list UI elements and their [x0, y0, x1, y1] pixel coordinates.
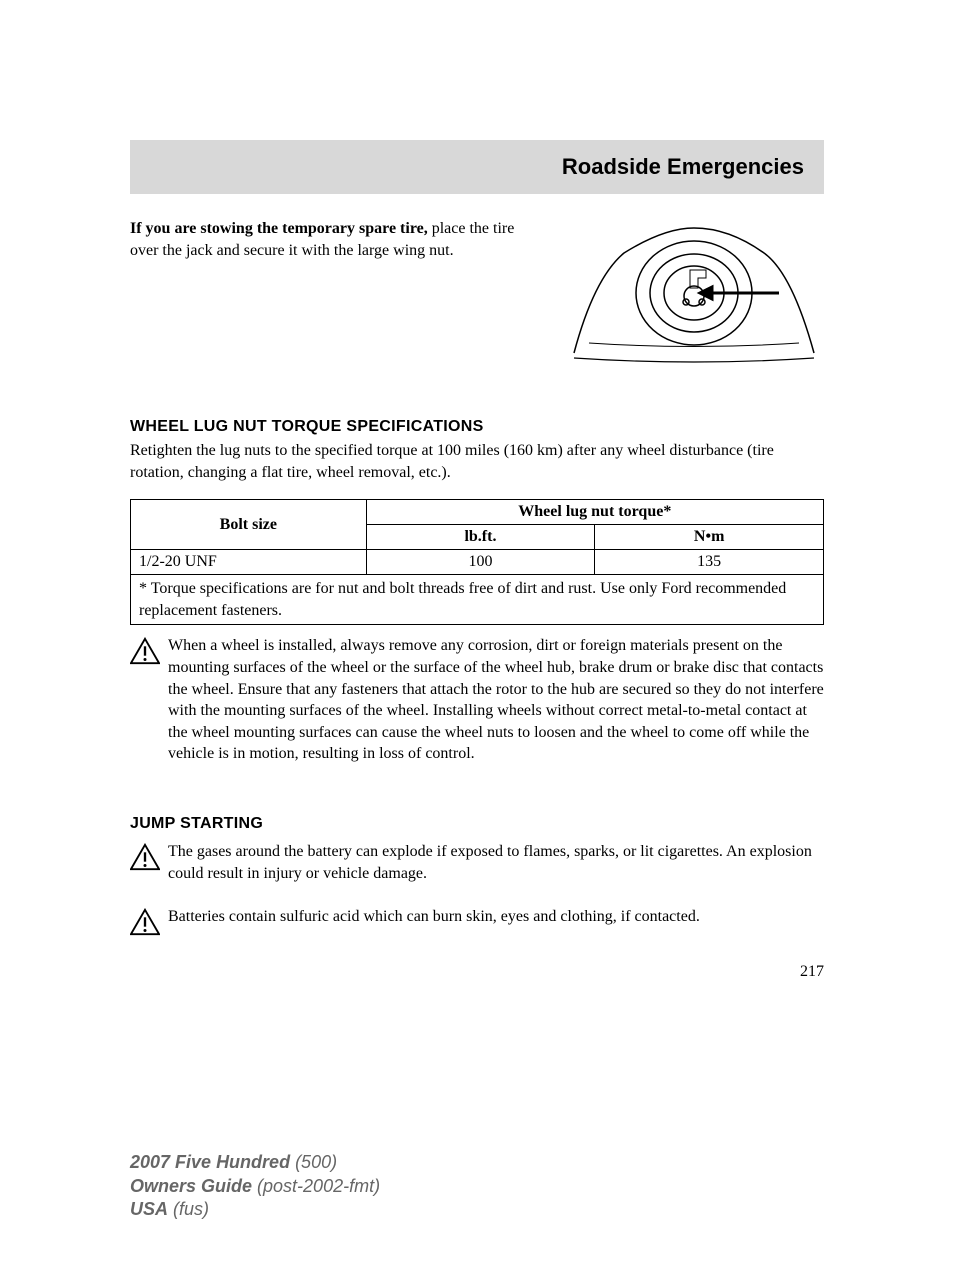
footer-bold: 2007 Five Hundred	[130, 1152, 290, 1172]
warning-icon	[130, 908, 160, 941]
warning-icon	[130, 637, 160, 670]
th-bolt: Bolt size	[131, 500, 367, 550]
warning-acid: Batteries contain sulfuric acid which ca…	[130, 906, 824, 941]
page-header: Roadside Emergencies	[130, 140, 824, 194]
jump-heading: JUMP STARTING	[130, 815, 824, 833]
table-row: 1/2-20 UNF 100 135	[131, 550, 824, 575]
warning-text: Batteries contain sulfuric acid which ca…	[168, 906, 700, 928]
footer-norm: (fus)	[168, 1199, 209, 1219]
torque-intro: Retighten the lug nuts to the specified …	[130, 440, 824, 483]
th-torque: Wheel lug nut torque*	[366, 500, 823, 525]
footer: 2007 Five Hundred (500) Owners Guide (po…	[0, 1041, 954, 1261]
footer-line-3: USA (fus)	[130, 1198, 954, 1221]
footer-bold: Owners Guide	[130, 1176, 252, 1196]
warning-gases: The gases around the battery can explode…	[130, 841, 824, 884]
footer-line-1: 2007 Five Hundred (500)	[130, 1151, 954, 1174]
footer-norm: (post-2002-fmt)	[252, 1176, 380, 1196]
torque-heading: WHEEL LUG NUT TORQUE SPECIFICATIONS	[130, 418, 824, 436]
td-footnote: * Torque specifications are for nut and …	[131, 575, 824, 625]
stowing-bold: If you are stowing the temporary spare t…	[130, 220, 428, 237]
td-bolt: 1/2-20 UNF	[131, 550, 367, 575]
th-lbft: lb.ft.	[366, 525, 595, 550]
page-number: 217	[130, 963, 824, 981]
footer-norm: (500)	[290, 1152, 337, 1172]
spare-tire-diagram	[564, 218, 824, 368]
warning-text: When a wheel is installed, always remove…	[168, 635, 824, 765]
table-row: * Torque specifications are for nut and …	[131, 575, 824, 625]
warning-text: The gases around the battery can explode…	[168, 841, 824, 884]
warning-icon	[130, 843, 160, 876]
td-nm: 135	[595, 550, 824, 575]
stowing-text: If you are stowing the temporary spare t…	[130, 218, 544, 368]
stowing-section: If you are stowing the temporary spare t…	[130, 218, 824, 368]
torque-table: Bolt size Wheel lug nut torque* lb.ft. N…	[130, 499, 824, 625]
warning-wheel-install: When a wheel is installed, always remove…	[130, 635, 824, 793]
footer-line-2: Owners Guide (post-2002-fmt)	[130, 1175, 954, 1198]
td-lbft: 100	[366, 550, 595, 575]
th-nm: N•m	[595, 525, 824, 550]
footer-bold: USA	[130, 1199, 168, 1219]
table-row: Bolt size Wheel lug nut torque*	[131, 500, 824, 525]
